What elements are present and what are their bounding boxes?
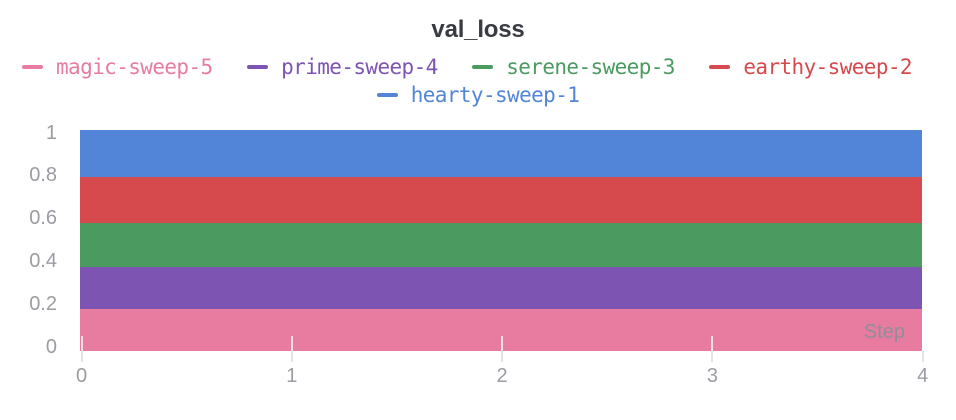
x-tick-label: 3 (706, 365, 718, 387)
series-band-hearty-sweep-1 (80, 129, 922, 177)
plot-area[interactable] (80, 129, 922, 351)
legend-run-name: serene-sweep-3 (506, 55, 675, 79)
y-tick-label: 0.6 (29, 207, 57, 230)
legend-item-magic-sweep-5[interactable]: magic-sweep-5 (22, 55, 213, 79)
x-tick-mark (501, 336, 504, 351)
series-band-serene-sweep-3 (80, 222, 922, 267)
legend-item-hearty-sweep-1[interactable]: hearty-sweep-1 (376, 83, 580, 107)
x-tick-label: 0 (75, 365, 88, 387)
series-band-magic-sweep-5 (80, 309, 922, 351)
x-axis-label: Step (863, 321, 905, 343)
legend-line-icon (22, 65, 43, 69)
y-tick-label: 0.4 (29, 249, 57, 272)
legend-line-icon (472, 65, 494, 69)
legend-line-icon (709, 65, 731, 69)
legend-item-prime-sweep-4[interactable]: prime-sweep-4 (247, 55, 438, 79)
legend-item-earthy-sweep-2[interactable]: earthy-sweep-2 (709, 55, 913, 79)
y-tick-label: 0 (45, 335, 57, 358)
x-tick-mark (921, 350, 924, 362)
legend-run-name: hearty-sweep-1 (410, 83, 580, 107)
x-tick-label: 1 (286, 365, 298, 387)
y-tick-label: 0.2 (29, 292, 57, 315)
x-tick-mark (290, 336, 293, 351)
x-tick-label: 2 (496, 365, 508, 387)
legend-run-name: prime-sweep-4 (281, 55, 438, 79)
x-tick-mark (80, 336, 83, 351)
legend-line-icon (376, 93, 398, 97)
legend-row-1: magic-sweep-5 prime-sweep-4 serene-sweep-3… (22, 55, 913, 79)
chart-title: val_loss (431, 16, 525, 43)
x-tick-label: 4 (917, 365, 929, 387)
y-tick-label: 1 (45, 121, 57, 144)
x-tick-mark (711, 350, 714, 362)
x-tick-mark (711, 336, 714, 351)
legend-run-name: magic-sweep-5 (56, 55, 213, 79)
y-tick-label: 0.8 (29, 164, 57, 187)
legend-row-2: hearty-sweep-1 (0, 83, 956, 107)
series-band-earthy-sweep-2 (80, 176, 922, 223)
series-band-prime-sweep-4 (80, 266, 922, 310)
x-tick-mark (921, 336, 924, 351)
legend-item-serene-sweep-3[interactable]: serene-sweep-3 (472, 55, 675, 79)
x-tick-mark (80, 350, 83, 362)
x-tick-mark (290, 350, 293, 362)
legend-run-name: earthy-sweep-2 (743, 55, 912, 79)
legend-line-icon (247, 65, 269, 69)
x-tick-mark (501, 350, 504, 362)
